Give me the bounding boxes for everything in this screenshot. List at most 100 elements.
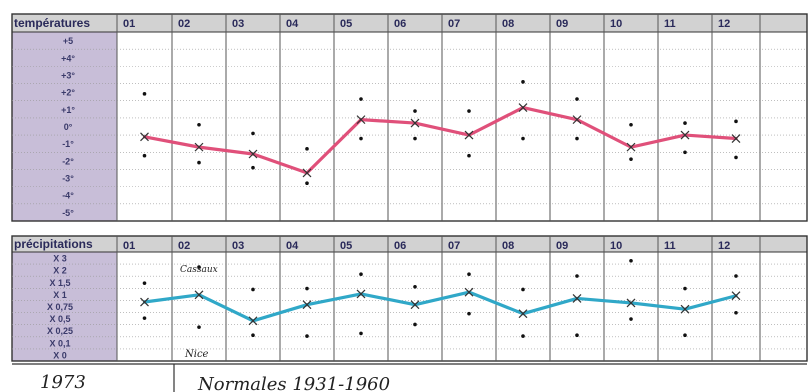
t-month-label: 01 (123, 18, 135, 30)
p-month-label: 10 (610, 240, 622, 252)
p-month-label: 05 (340, 240, 352, 252)
p-point-marker (194, 290, 204, 300)
p-lower-dot (467, 311, 471, 316)
temperature-panel: températures 01 02 03 04 05 06 07 08 09 10 11 12 +5… (11, 13, 808, 222)
p-point-marker (731, 291, 741, 301)
t-lower-dot (305, 181, 309, 185)
p-month-label: 11 (664, 240, 676, 252)
t-point-marker (464, 130, 474, 140)
t-point-marker (302, 168, 312, 178)
t-lower-dot (359, 136, 363, 141)
p-upper-dot (305, 286, 309, 291)
p-row-label: X 2 (53, 266, 67, 276)
temperature-grid (11, 13, 808, 222)
p-lower-dot (413, 322, 417, 327)
p-upper-dot (251, 287, 255, 292)
p-upper-dot (683, 286, 687, 291)
temperature-row-labels: +5 +4° +3° +2° +1° 0° -1° -2° -3° -4° -5° (61, 36, 75, 218)
p-lower-dot (251, 333, 255, 338)
t-month-label: 07 (448, 18, 460, 30)
t-row-label: -2° (62, 156, 74, 166)
p-point-marker (356, 289, 366, 299)
p-upper-dot (359, 272, 363, 277)
t-lower-dot (142, 153, 147, 158)
p-month-label: 01 (123, 240, 135, 252)
p-upper-dot (575, 274, 579, 278)
t-month-label: 03 (232, 18, 244, 30)
p-row-label: X 0,5 (49, 314, 70, 324)
p-upper-dot (629, 258, 633, 263)
t-row-label: +3° (61, 70, 75, 80)
precipitation-grid (11, 235, 808, 362)
t-row-label: +1° (61, 105, 75, 115)
t-lower-dot (197, 160, 201, 165)
t-lower-dot (251, 165, 255, 170)
p-point-marker (680, 304, 690, 314)
t-upper-dot (683, 121, 687, 125)
p-month-label: 08 (502, 240, 514, 252)
p-row-label: X 3 (53, 254, 67, 264)
t-lower-dot (575, 136, 579, 141)
precipitation-header-row (12, 236, 807, 252)
t-series-line (142, 105, 738, 175)
p-lower-dot (683, 333, 687, 338)
p-row-label: X 0,25 (47, 326, 73, 336)
footer-year: 1973 (40, 372, 86, 392)
t-month-label: 06 (394, 18, 406, 30)
t-point-marker (140, 132, 149, 142)
t-row-label: +5 (63, 36, 73, 46)
t-row-label: -1° (62, 139, 74, 149)
temperature-month-labels: 01 02 03 04 05 06 07 08 09 10 11 12 (123, 18, 730, 30)
t-row-label: 0° (64, 122, 73, 132)
t-lower-dot (734, 155, 738, 160)
p-month-label: 09 (556, 240, 568, 252)
p-lower-dot (575, 333, 579, 338)
t-upper-dot (413, 109, 417, 113)
temperature-header: températures (14, 16, 90, 30)
t-upper-dot (251, 131, 255, 136)
t-lower-dot (467, 153, 471, 158)
t-point-marker (626, 142, 636, 152)
p-point-marker (140, 297, 149, 307)
t-row-label: +4° (61, 53, 75, 63)
p-point-marker (572, 294, 582, 303)
t-month-label: 11 (664, 18, 676, 30)
p-upper-dot (197, 265, 201, 269)
p-upper-dot (467, 272, 471, 277)
annotation-nice: Nice (184, 349, 209, 360)
p-row-label: X 0,1 (49, 338, 70, 348)
t-point-marker (410, 118, 420, 128)
p-upper-dot (521, 287, 525, 292)
t-row-label: +2° (61, 88, 75, 98)
t-month-label: 05 (340, 18, 352, 30)
t-month-label: 09 (556, 18, 568, 30)
precipitation-label-column (12, 236, 117, 361)
p-lower-dot (734, 310, 738, 315)
t-upper-dot (734, 119, 738, 124)
temperature-series (140, 103, 741, 178)
p-upper-dot (142, 281, 147, 285)
p-point-marker (410, 300, 420, 310)
precipitation-panel: précipitations 01 02 03 04 05 06 07 08 09 10 11 12 … (11, 235, 808, 362)
t-lower-dot (521, 136, 525, 141)
t-month-label: 12 (718, 18, 730, 30)
precipitation-month-labels: 01 02 03 04 05 06 07 08 09 10 11 12 (123, 240, 730, 252)
t-lower-dot (413, 136, 417, 141)
t-point-marker (356, 115, 366, 125)
p-series-line (142, 290, 738, 323)
p-point-marker (248, 316, 258, 326)
p-upper-dot (734, 274, 738, 278)
t-border (11, 13, 808, 222)
p-month-label: 03 (232, 240, 244, 252)
t-month-label: 10 (610, 18, 622, 30)
t-month-label: 04 (286, 18, 299, 30)
p-month-label: 02 (178, 240, 190, 252)
t-lower-dot (683, 150, 687, 155)
footer-normals: Normales 1931-1960 (197, 374, 390, 392)
t-upper-dot (467, 109, 471, 113)
p-point-marker (464, 287, 474, 297)
t-upper-dot (197, 122, 201, 127)
p-row-label: X 1,5 (49, 278, 70, 288)
p-row-label: X 1 (53, 290, 67, 300)
p-lower-dot (629, 317, 633, 321)
